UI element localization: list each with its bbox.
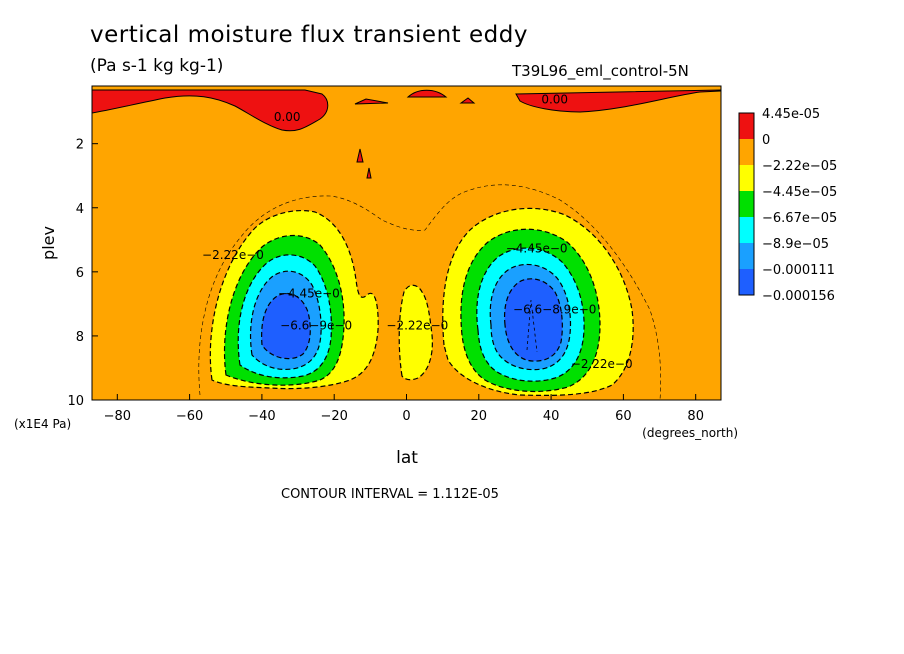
x-axis: −80 −60 −40 −20 0 20 40 60 80 <box>104 394 704 424</box>
band-blue-south <box>261 292 311 360</box>
x-tick-label: −60 <box>176 409 203 424</box>
y-axis-label: plev <box>39 226 58 260</box>
colorbar-label: −0.000111 <box>762 263 835 278</box>
contour-labels: 0.00 0.00 −2.22e−0 −4.45e−0 −6.6−9e−0 −2.22e−… <box>202 93 633 371</box>
colorbar-swatch <box>739 165 754 191</box>
y-tick-label: 6 <box>76 266 84 281</box>
colorbar-frame <box>738 112 755 296</box>
colorbar-label: −0.000156 <box>762 289 835 304</box>
colorbar-label: −8.9e−05 <box>762 237 829 252</box>
colorbar-label: 4.45e-05 <box>762 107 820 122</box>
colorbar-label: −6.67e−05 <box>762 211 837 226</box>
colorbar-swatch <box>739 243 754 269</box>
y-tick-label: 10 <box>67 394 84 409</box>
y-tick-label: 4 <box>76 202 84 217</box>
x-tick-label: 80 <box>687 409 704 424</box>
band-blue-north <box>503 278 563 362</box>
y-axis-units: (x1E4 Pa) <box>14 417 71 431</box>
positive-region-north <box>515 89 721 113</box>
colorbar-swatch <box>739 191 754 217</box>
chart-units: (Pa s-1 kg kg-1) <box>90 56 224 76</box>
positive-patch-2 <box>406 89 448 98</box>
outer-contour-south <box>198 184 661 400</box>
y-tick-label: 2 <box>76 138 84 153</box>
colorbar-label: −2.22e−05 <box>762 159 837 174</box>
x-tick-label: −80 <box>104 409 131 424</box>
x-tick-label: 20 <box>471 409 488 424</box>
x-axis-label: lat <box>396 448 418 468</box>
colorbar-swatch <box>739 139 754 165</box>
contour-label: −2.22e−0 <box>202 248 264 262</box>
band-yellow-center <box>398 284 433 381</box>
contour-label: −2.22e−0 <box>571 357 633 371</box>
contour-interval: CONTOUR INTERVAL = 1.112E-05 <box>281 487 499 502</box>
min-contour-north <box>526 299 538 353</box>
colorbar-label: −4.45e−05 <box>762 185 837 200</box>
y-axis: 2 4 6 8 10 <box>67 138 98 409</box>
contour-label: −4.45e−0 <box>278 286 340 300</box>
contour-label: −2.22e−0 <box>386 319 448 333</box>
positive-patch-5 <box>366 167 372 179</box>
positive-patch-1 <box>354 98 389 105</box>
x-tick-label: 0 <box>402 409 410 424</box>
positive-patch-3 <box>459 97 476 104</box>
positive-patch-4 <box>356 148 364 163</box>
dataset-label: T39L96_eml_control-5N <box>512 62 689 80</box>
contour-label: −6.6−8.9e−0 <box>513 302 596 316</box>
x-tick-label: −20 <box>320 409 347 424</box>
chart-title: vertical moisture flux transient eddy <box>90 22 528 48</box>
x-tick-label: 40 <box>543 409 560 424</box>
colorbar: 4.45e-05 0 −2.22e−05 −4.45e−05 −6.67e−05 −8.9… <box>738 107 837 304</box>
contour-label: 0.00 <box>541 93 568 107</box>
contour-label: −4.45e−0 <box>506 242 568 256</box>
x-tick-label: 60 <box>615 409 632 424</box>
y-tick-label: 8 <box>76 330 84 345</box>
colorbar-label: 0 <box>762 133 770 148</box>
contour-label: 0.00 <box>274 110 301 124</box>
colorbar-swatch <box>739 269 754 295</box>
x-tick-label: −40 <box>248 409 275 424</box>
contour-label: −6.6−9e−0 <box>280 319 352 333</box>
colorbar-swatch <box>739 113 754 139</box>
positive-region-south <box>92 89 329 132</box>
colorbar-swatch <box>739 217 754 243</box>
x-axis-units: (degrees_north) <box>642 426 738 440</box>
